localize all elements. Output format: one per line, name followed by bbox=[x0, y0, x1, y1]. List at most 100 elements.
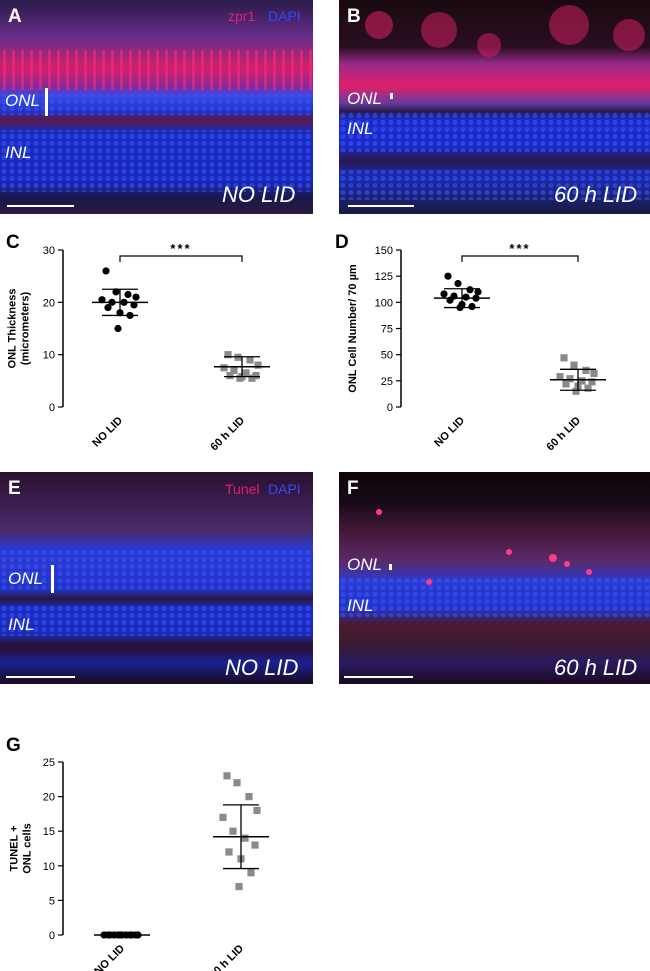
y-axis-label: ONL cells bbox=[22, 823, 34, 874]
data-point bbox=[104, 303, 112, 312]
scale-bar bbox=[6, 676, 75, 678]
panel-letter-f: F bbox=[347, 478, 359, 499]
onl-label: ONL bbox=[347, 555, 382, 574]
x-category-label: NO LID bbox=[92, 943, 127, 971]
data-point bbox=[588, 378, 596, 386]
micrograph-panel-e: E Tunel DAPI ONL INL NO LID bbox=[0, 472, 313, 684]
onl-label: ONL bbox=[5, 91, 40, 110]
stain-label-dapi: DAPI bbox=[268, 481, 301, 497]
data-point bbox=[566, 375, 574, 383]
y-axis-label: ONL Thickness bbox=[7, 289, 19, 369]
data-point bbox=[236, 374, 244, 382]
data-point bbox=[235, 882, 243, 891]
data-point bbox=[253, 806, 261, 815]
y-tick-label: 25 bbox=[43, 757, 55, 769]
y-tick-label: 5 bbox=[49, 895, 55, 907]
data-point bbox=[102, 267, 110, 275]
y-axis-label: TUNEL + bbox=[9, 826, 21, 872]
onl-thickness-bar bbox=[45, 88, 48, 116]
onl-thickness-bar bbox=[389, 564, 392, 570]
y-axis-label: (micrometers) bbox=[20, 291, 32, 365]
scale-bar bbox=[344, 676, 413, 678]
micrograph-a-image bbox=[0, 0, 313, 214]
data-point bbox=[114, 324, 122, 333]
data-point bbox=[112, 288, 120, 296]
condition-label: 60 h LID bbox=[554, 182, 638, 207]
data-point bbox=[590, 369, 598, 378]
significance-bracket bbox=[461, 255, 579, 262]
onl-thickness-bar bbox=[51, 565, 54, 593]
data-point bbox=[224, 351, 232, 359]
scale-bar bbox=[7, 205, 74, 207]
x-category-label: 60 h LID bbox=[208, 415, 247, 454]
y-tick-label: 0 bbox=[49, 402, 55, 414]
y-tick-label: 20 bbox=[43, 792, 55, 804]
micrograph-panel-a: A zpr1 DAPI ONL INL NO LID bbox=[0, 0, 313, 214]
data-point bbox=[468, 302, 476, 311]
y-tick-label: 0 bbox=[49, 930, 55, 942]
micrograph-b-image bbox=[339, 0, 650, 214]
data-point bbox=[466, 286, 474, 294]
panel-letter-e: E bbox=[8, 478, 21, 499]
data-point bbox=[444, 272, 452, 280]
stain-label-tunel: Tunel bbox=[225, 481, 260, 497]
significance-label: *** bbox=[509, 241, 530, 256]
condition-label: NO LID bbox=[222, 182, 296, 207]
data-point bbox=[242, 369, 250, 377]
onl-label: ONL bbox=[8, 569, 43, 588]
data-point bbox=[132, 293, 140, 301]
data-point bbox=[248, 374, 256, 382]
inl-label: INL bbox=[347, 119, 374, 138]
y-tick-label: 25 bbox=[381, 376, 393, 388]
micrograph-panel-f: F ONL INL 60 h LID bbox=[339, 472, 650, 684]
y-tick-label: 10 bbox=[43, 861, 55, 873]
data-point bbox=[254, 361, 262, 369]
onl-thickness-bar bbox=[390, 93, 393, 99]
y-tick-label: 150 bbox=[375, 245, 393, 257]
data-point bbox=[233, 779, 241, 787]
y-axis-label: ONL Cell Number/ 70 µm bbox=[347, 264, 359, 393]
data-point bbox=[220, 364, 228, 372]
inl-label: INL bbox=[347, 596, 374, 615]
data-point bbox=[124, 290, 132, 299]
stain-label-zpr1: zpr1 bbox=[228, 8, 256, 24]
y-tick-label: 10 bbox=[43, 350, 55, 362]
data-point bbox=[98, 296, 106, 304]
micrograph-panel-b: B ONL INL 60 h LID bbox=[339, 0, 650, 214]
y-tick-label: 0 bbox=[387, 402, 393, 414]
inl-label: INL bbox=[5, 143, 32, 162]
y-tick-label: 15 bbox=[43, 826, 55, 838]
data-point bbox=[572, 387, 580, 395]
data-point bbox=[219, 813, 227, 821]
y-tick-label: 125 bbox=[375, 271, 393, 283]
panel-letter-b: B bbox=[347, 6, 361, 27]
y-tick-label: 100 bbox=[375, 297, 393, 309]
data-point bbox=[454, 279, 462, 288]
data-point bbox=[245, 793, 253, 801]
micrograph-e-image bbox=[0, 472, 313, 684]
data-point bbox=[560, 354, 568, 362]
stain-label-dapi: DAPI bbox=[268, 8, 301, 24]
panel-letter-c: C bbox=[6, 232, 20, 253]
y-tick-label: 50 bbox=[381, 350, 393, 362]
data-point bbox=[223, 772, 231, 780]
panel-letter-a: A bbox=[8, 6, 22, 27]
data-point bbox=[582, 366, 590, 374]
data-point bbox=[440, 290, 448, 298]
data-point bbox=[474, 288, 482, 296]
chart-c: C 0 10 20 30 ONL Thickness (micrometers) NO LID… bbox=[6, 232, 270, 454]
data-point bbox=[570, 361, 578, 369]
condition-label: 60 h LID bbox=[554, 655, 638, 680]
data-point bbox=[578, 377, 586, 385]
inl-label: INL bbox=[8, 615, 35, 634]
data-point bbox=[247, 869, 255, 877]
data-point bbox=[251, 841, 259, 849]
data-point bbox=[584, 384, 592, 392]
data-point bbox=[241, 834, 249, 842]
chart-d: D 0 25 50 75 100 125 150 ONL Cell Number/ 70 µm N… bbox=[335, 232, 606, 454]
data-point bbox=[230, 366, 238, 374]
x-category-label: 60 h LID bbox=[207, 943, 246, 971]
condition-label: NO LID bbox=[225, 655, 299, 680]
x-category-label: 60 h LID bbox=[544, 415, 583, 454]
panel-letter-g: G bbox=[6, 735, 21, 756]
